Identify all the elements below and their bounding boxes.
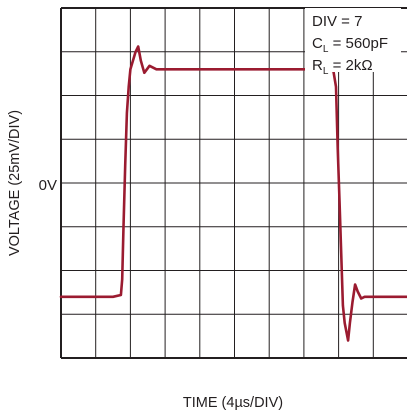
- annotation-div: DIV = 7: [312, 13, 362, 30]
- x-axis-label: TIME (4µs/DIV): [183, 395, 283, 411]
- grid: [60, 7, 407, 359]
- waveform-trace: [59, 45, 407, 342]
- y-axis-label: VOLTAGE (25mV/DIV): [7, 110, 23, 256]
- annotation-load-capacitance: CL = 560pF: [312, 35, 388, 55]
- zero-level-label: 0V: [39, 177, 57, 194]
- annotation-block: DIV = 7 CL = 560pF RL = 2kΩ: [312, 13, 388, 77]
- annotation-load-resistance: RL = 2kΩ: [312, 57, 373, 77]
- annotation-box: [305, 8, 401, 72]
